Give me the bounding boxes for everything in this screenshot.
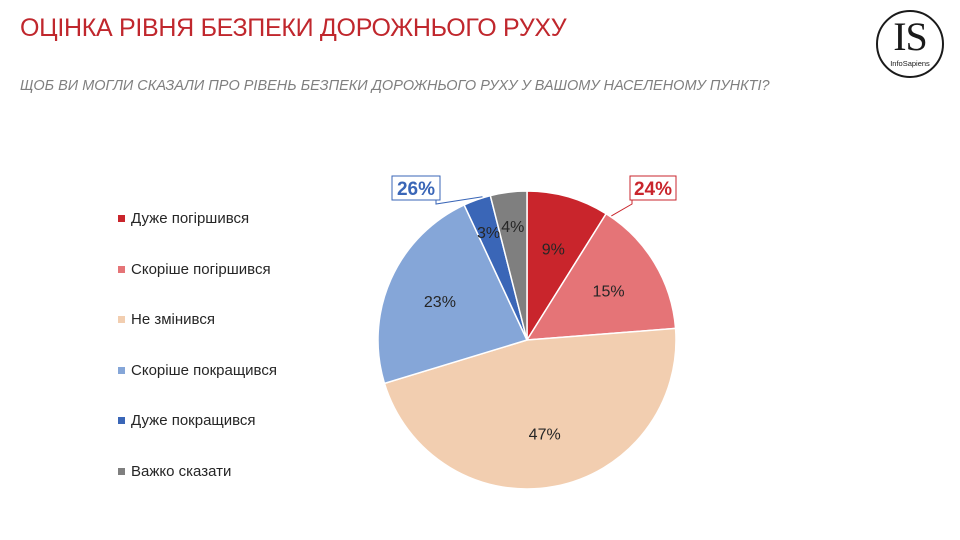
pie-slice: [526, 190, 608, 343]
infosapiens-logo: IS InfoSapiens: [876, 10, 944, 78]
slice-value-label: 47%: [529, 427, 561, 444]
legend-item: Скоріше погіршився: [118, 261, 277, 312]
legend-swatch: [118, 316, 125, 323]
group-total-annotation: 24%: [611, 175, 677, 217]
legend-swatch: [118, 467, 125, 475]
annotation-leader-line: [435, 196, 483, 205]
legend-label: Дуже покращився: [131, 412, 256, 429]
legend-item: Не змінився: [118, 311, 277, 362]
logo-mark: IS: [893, 14, 928, 59]
annotation-value: 24%: [634, 179, 672, 200]
legend-label: Дуже погіршився: [131, 210, 250, 227]
legend-item: Важко сказати: [118, 463, 277, 514]
slice-value-label: 15%: [593, 284, 625, 301]
logo-name: InfoSapiens: [890, 59, 930, 68]
legend-swatch: [118, 265, 125, 273]
legend-label: Скоріше погіршився: [131, 260, 271, 278]
legend-swatch: [118, 215, 125, 222]
legend-swatch: [118, 417, 125, 424]
annotation-value: 26%: [397, 179, 435, 200]
slice-value-label: 4%: [501, 219, 524, 236]
legend-swatch: [118, 366, 125, 374]
legend-label: Скоріше покращився: [131, 361, 277, 379]
pie-slice: [525, 212, 677, 341]
legend-item: Дуже покращився: [118, 412, 277, 463]
pie-slice: [489, 190, 528, 341]
legend-item: Дуже погіршився: [118, 210, 277, 261]
slice-value-label: 3%: [477, 225, 500, 242]
pie-slice: [383, 327, 677, 490]
legend-label: Важко сказати: [131, 462, 232, 480]
slice-value-label: 9%: [542, 241, 565, 258]
group-total-annotation: 26%: [391, 175, 483, 205]
page-title: ОЦІНКА РІВНЯ БЕЗПЕКИ ДОРОЖНЬОГО РУХУ: [20, 14, 567, 42]
annotation-leader-line: [611, 200, 633, 217]
legend-item: Скоріше покращився: [118, 362, 277, 413]
pie-slice: [377, 203, 529, 385]
legend-label: Не змінився: [131, 311, 215, 328]
slice-value-label: 23%: [424, 294, 456, 311]
annotation-box: [391, 175, 441, 201]
page-subtitle: ЩОБ ВИ МОГЛИ СКАЗАЛИ ПРО РІВЕНЬ БЕЗПЕКИ …: [20, 78, 770, 94]
annotation-box: [629, 175, 677, 201]
chart-legend: Дуже погіршився Скоріше погіршився Не змін…: [118, 210, 277, 513]
